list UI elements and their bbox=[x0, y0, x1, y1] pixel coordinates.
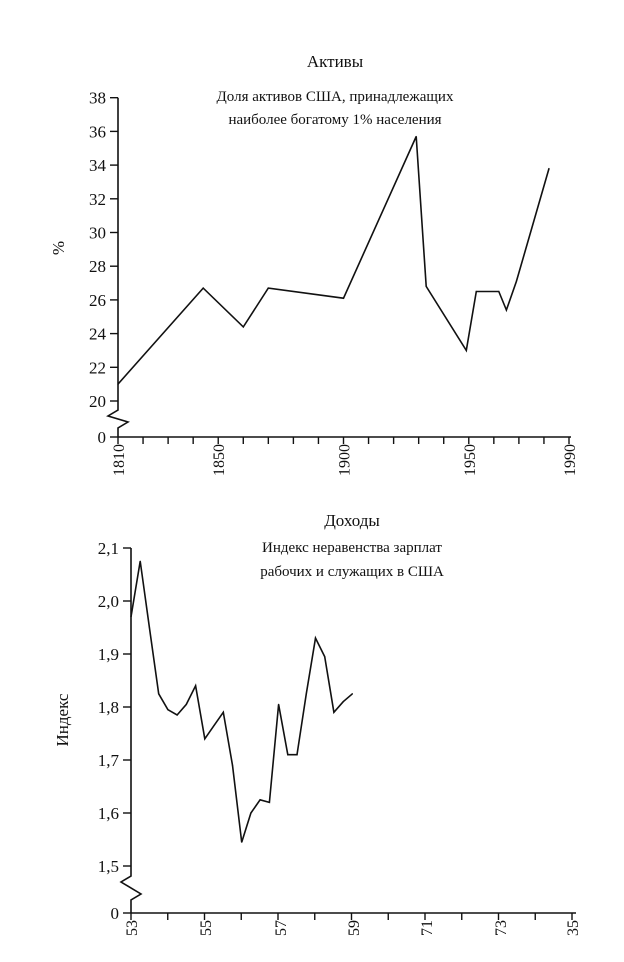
data-point bbox=[213, 724, 215, 727]
y-tick-label: 0 bbox=[98, 428, 107, 447]
data-point bbox=[139, 560, 141, 562]
data-point bbox=[498, 290, 500, 293]
chart-subtitle-line: наиболее богатому 1% населения bbox=[228, 112, 441, 128]
data-point bbox=[314, 637, 317, 639]
chart-title: Активы bbox=[307, 52, 364, 71]
y-tick-label: 38 bbox=[89, 89, 106, 108]
y-axis-label: % bbox=[49, 241, 68, 255]
x-tick-label: 35 bbox=[565, 920, 582, 936]
series-line bbox=[130, 561, 353, 843]
y-tick-label: 1,5 bbox=[98, 857, 119, 876]
y-tick-label: 1,6 bbox=[98, 804, 119, 823]
data-point bbox=[342, 297, 345, 299]
data-point bbox=[259, 799, 261, 801]
data-point bbox=[250, 812, 252, 814]
data-point bbox=[415, 135, 417, 138]
y-axis-label: Индекс bbox=[53, 693, 72, 746]
data-point bbox=[202, 287, 204, 289]
data-point bbox=[241, 841, 243, 843]
data-point bbox=[351, 693, 353, 695]
data-point bbox=[158, 693, 160, 695]
data-point bbox=[268, 801, 270, 804]
chart-title: Доходы bbox=[324, 511, 380, 530]
data-point bbox=[117, 383, 119, 385]
data-point bbox=[548, 167, 550, 170]
x-tick-label: 1900 bbox=[337, 444, 354, 476]
x-tick-label: 1990 bbox=[562, 444, 579, 476]
y-tick-label: 24 bbox=[89, 325, 107, 344]
x-tick-label: 1810 bbox=[111, 444, 128, 476]
data-point bbox=[505, 309, 507, 311]
data-point bbox=[194, 685, 197, 687]
chart-subtitle-line: рабочих и служащих в США bbox=[260, 564, 444, 580]
x-tick-label: 55 bbox=[198, 920, 215, 936]
data-point bbox=[465, 349, 467, 352]
data-point bbox=[425, 285, 427, 288]
data-point bbox=[167, 709, 169, 711]
data-point bbox=[515, 280, 517, 282]
y-tick-label: 20 bbox=[89, 392, 106, 411]
data-point bbox=[176, 714, 178, 716]
y-tick-label: 36 bbox=[89, 122, 106, 141]
data-point bbox=[305, 693, 307, 695]
y-tick-label: 34 bbox=[89, 156, 107, 175]
data-point bbox=[148, 626, 151, 629]
y-tick-label: 2,1 bbox=[98, 539, 119, 558]
chart-subtitle-line: Доля активов США, принадлежащих bbox=[217, 89, 454, 105]
chart-subtitle-line: Индекс неравенства зарплат bbox=[262, 540, 442, 556]
data-point bbox=[296, 754, 298, 756]
data-point bbox=[342, 701, 344, 703]
x-tick-label: 53 bbox=[124, 920, 141, 936]
y-tick-label: 1,8 bbox=[98, 698, 119, 717]
data-point bbox=[185, 703, 187, 705]
data-point bbox=[267, 287, 269, 289]
y-tick-label: 32 bbox=[89, 190, 106, 209]
y-tick-label: 1,9 bbox=[98, 645, 119, 664]
data-point bbox=[324, 656, 326, 658]
y-axis-line bbox=[119, 548, 143, 913]
y-tick-label: 26 bbox=[89, 291, 106, 310]
data-point bbox=[287, 754, 289, 756]
x-tick-label: 71 bbox=[419, 920, 436, 936]
x-tick-label: 1850 bbox=[211, 444, 228, 476]
y-tick-label: 2,0 bbox=[98, 592, 119, 611]
data-point bbox=[242, 326, 244, 328]
x-tick-label: 1950 bbox=[462, 444, 479, 476]
y-axis-line bbox=[106, 97, 130, 437]
x-tick-label: 59 bbox=[346, 920, 363, 936]
y-tick-label: 0 bbox=[111, 904, 120, 923]
data-point bbox=[231, 764, 234, 766]
y-tick-label: 22 bbox=[89, 358, 106, 377]
y-tick-label: 30 bbox=[89, 224, 106, 243]
y-tick-label: 1,7 bbox=[98, 751, 120, 770]
x-tick-label: 57 bbox=[273, 920, 290, 936]
series-line bbox=[117, 136, 550, 385]
data-point bbox=[475, 290, 477, 293]
x-tick-label: 73 bbox=[493, 920, 510, 936]
data-point bbox=[204, 738, 206, 740]
data-point bbox=[130, 616, 132, 618]
y-tick-label: 28 bbox=[89, 257, 106, 276]
data-point bbox=[333, 711, 335, 713]
data-point bbox=[278, 703, 280, 705]
data-point bbox=[222, 711, 224, 713]
